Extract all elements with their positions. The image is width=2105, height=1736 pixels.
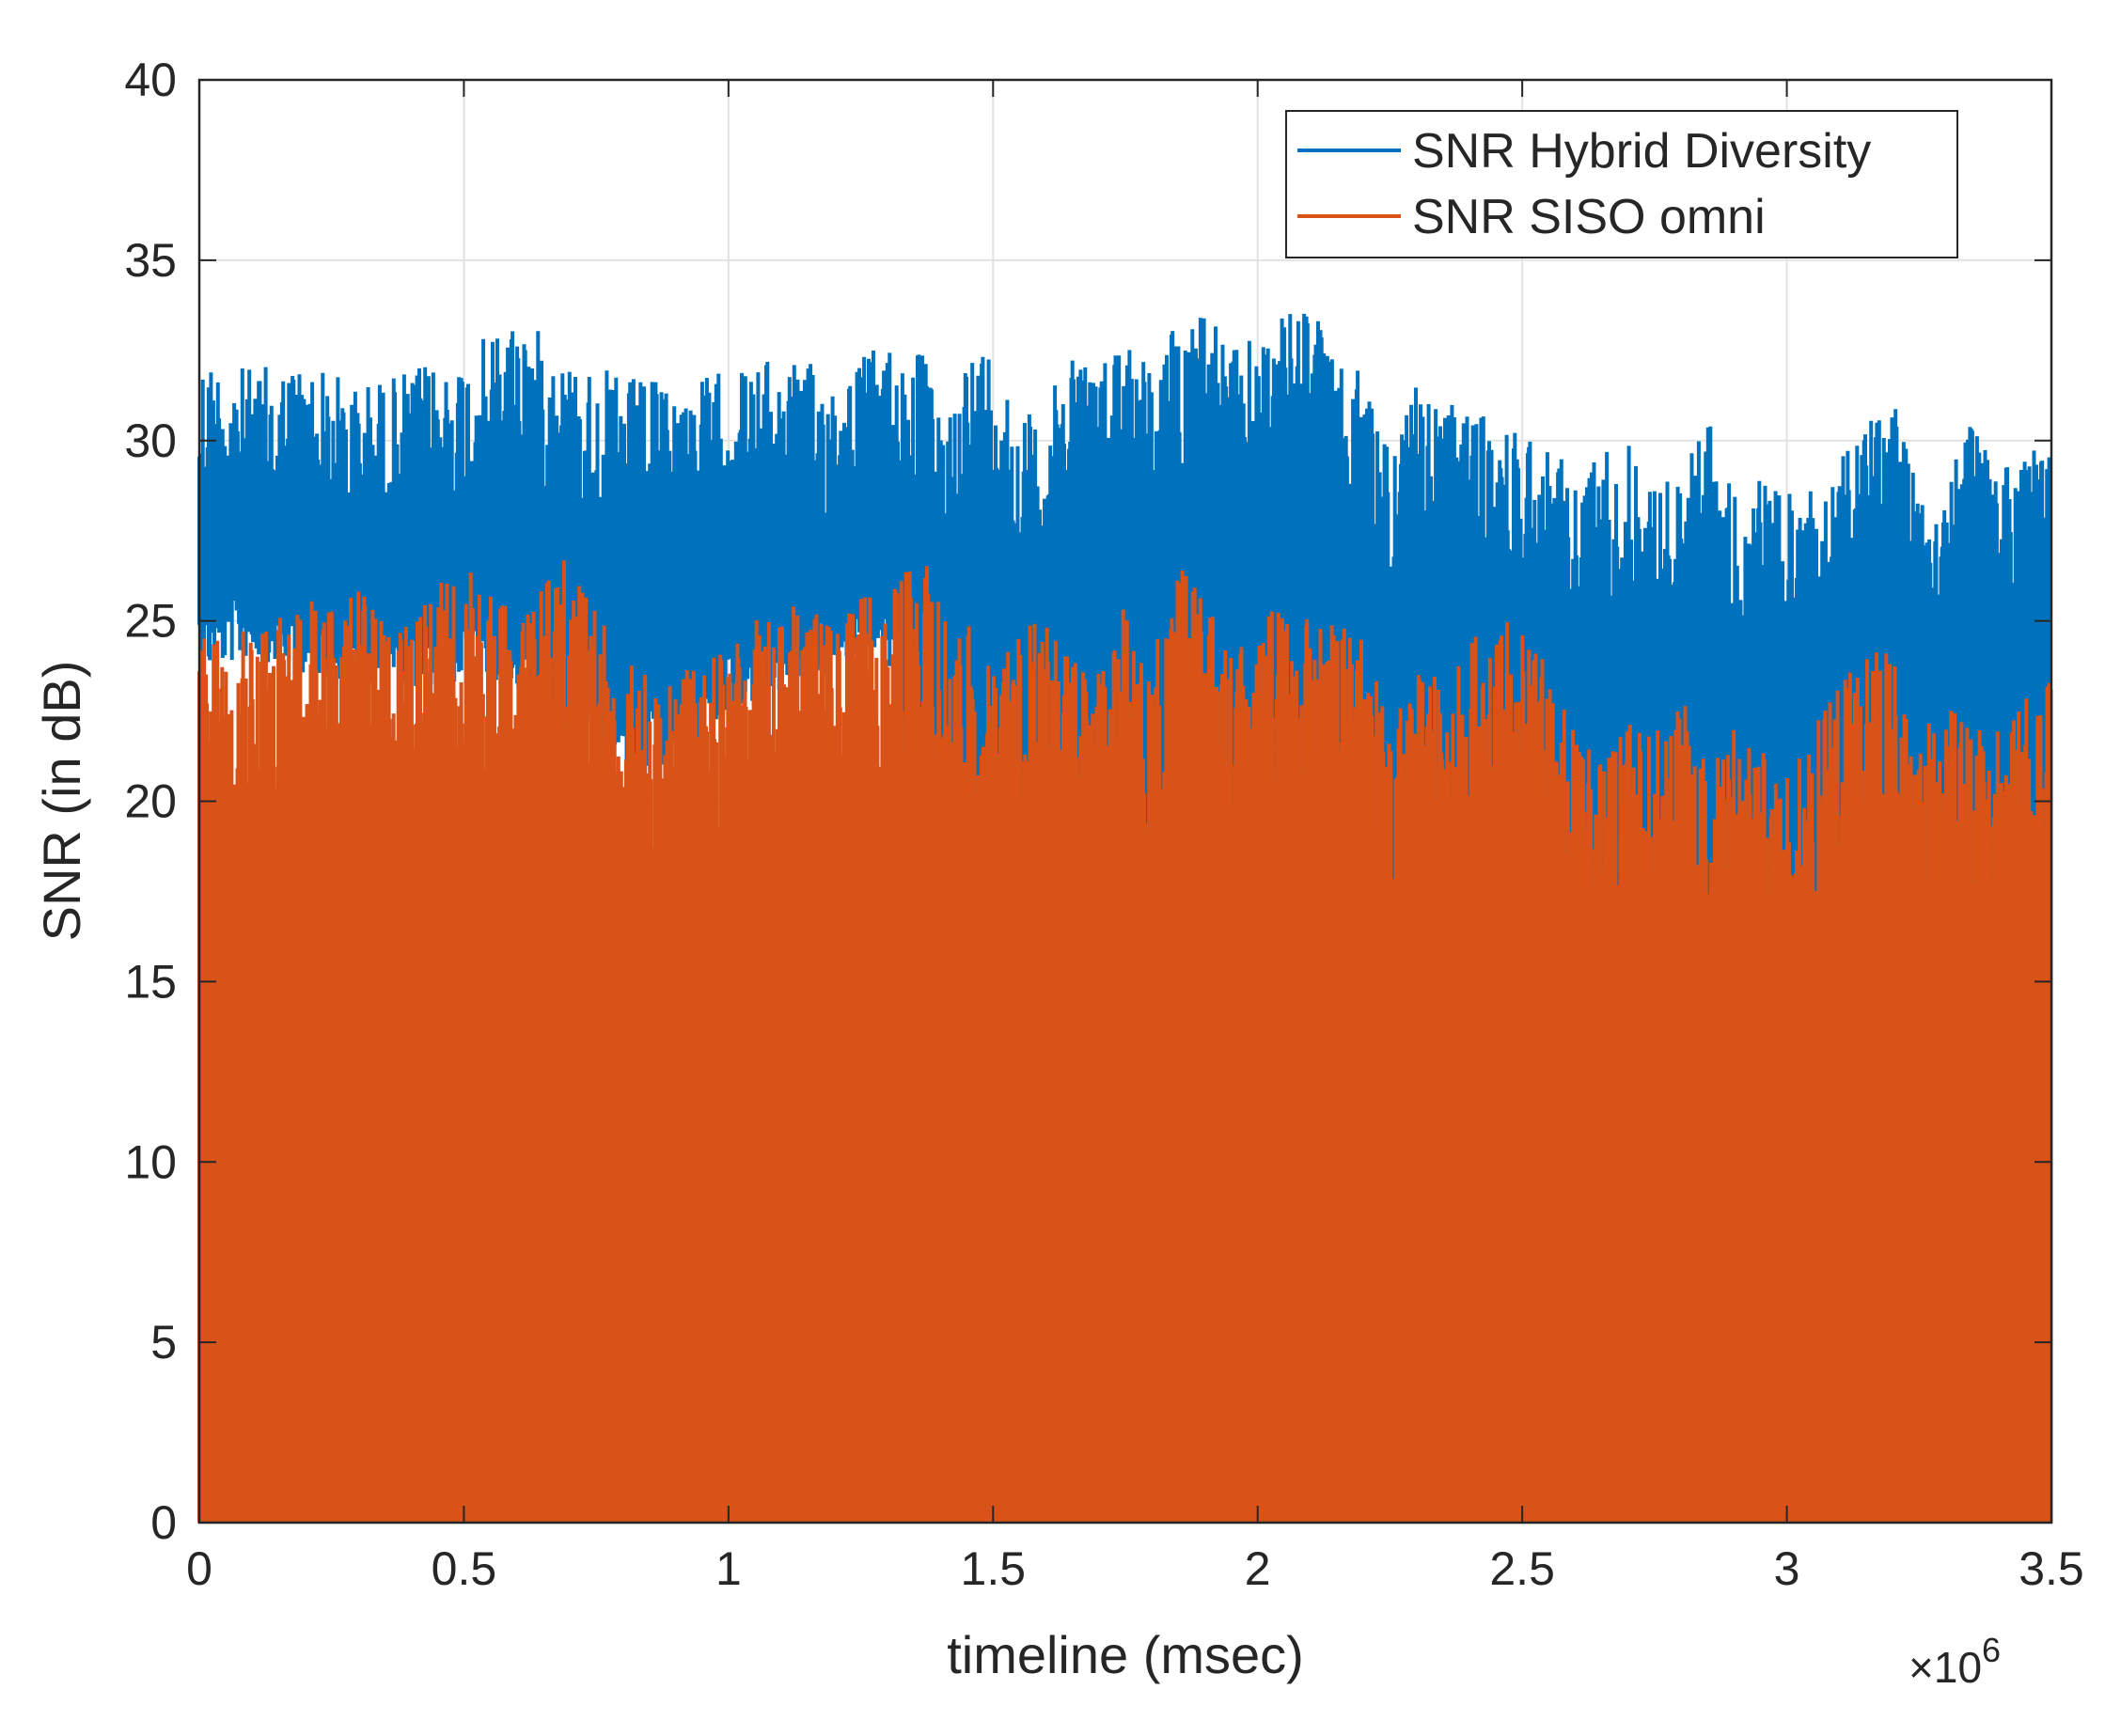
y-tick-label: 10 bbox=[124, 1135, 177, 1188]
y-tick-label: 20 bbox=[124, 775, 177, 828]
x-tick-label: 3 bbox=[1774, 1542, 1800, 1595]
y-tick-label: 40 bbox=[124, 54, 177, 106]
legend-label-siso-omni: SNR SISO omni bbox=[1412, 190, 1766, 244]
x-tick-label: 1.5 bbox=[961, 1542, 1027, 1595]
x-tick-label: 2 bbox=[1245, 1542, 1271, 1595]
y-tick-label: 30 bbox=[124, 414, 177, 467]
y-tick-label: 35 bbox=[124, 234, 177, 287]
x-axis-exponent-power: 6 bbox=[1982, 1631, 2001, 1669]
y-tick-label: 5 bbox=[150, 1316, 177, 1368]
x-axis-label: timeline (msec) bbox=[947, 1625, 1304, 1684]
y-axis-label: SNR (in dB) bbox=[32, 661, 91, 942]
x-axis-ticks: 0 0.5 1 1.5 2 2.5 3 3.5 bbox=[186, 80, 2084, 1595]
x-tick-label: 0.5 bbox=[432, 1542, 497, 1595]
x-tick-label: 3.5 bbox=[2019, 1542, 2084, 1595]
legend: SNR Hybrid Diversity SNR SISO omni bbox=[1285, 110, 1958, 258]
x-tick-label: 0 bbox=[186, 1542, 212, 1595]
legend-label-hybrid-diversity: SNR Hybrid Diversity bbox=[1412, 124, 1871, 179]
x-tick-label: 1 bbox=[715, 1542, 742, 1595]
x-axis-exponent: ×106 bbox=[1909, 1631, 2001, 1692]
y-axis-ticks: 0 5 10 15 20 25 30 35 40 bbox=[124, 54, 2051, 1549]
y-tick-label: 0 bbox=[150, 1496, 177, 1549]
y-tick-label: 15 bbox=[124, 955, 177, 1008]
y-tick-label: 25 bbox=[124, 595, 177, 648]
x-axis-exponent-base: ×10 bbox=[1909, 1643, 1982, 1692]
x-tick-label: 2.5 bbox=[1489, 1542, 1555, 1595]
legend-box bbox=[1285, 110, 1958, 258]
